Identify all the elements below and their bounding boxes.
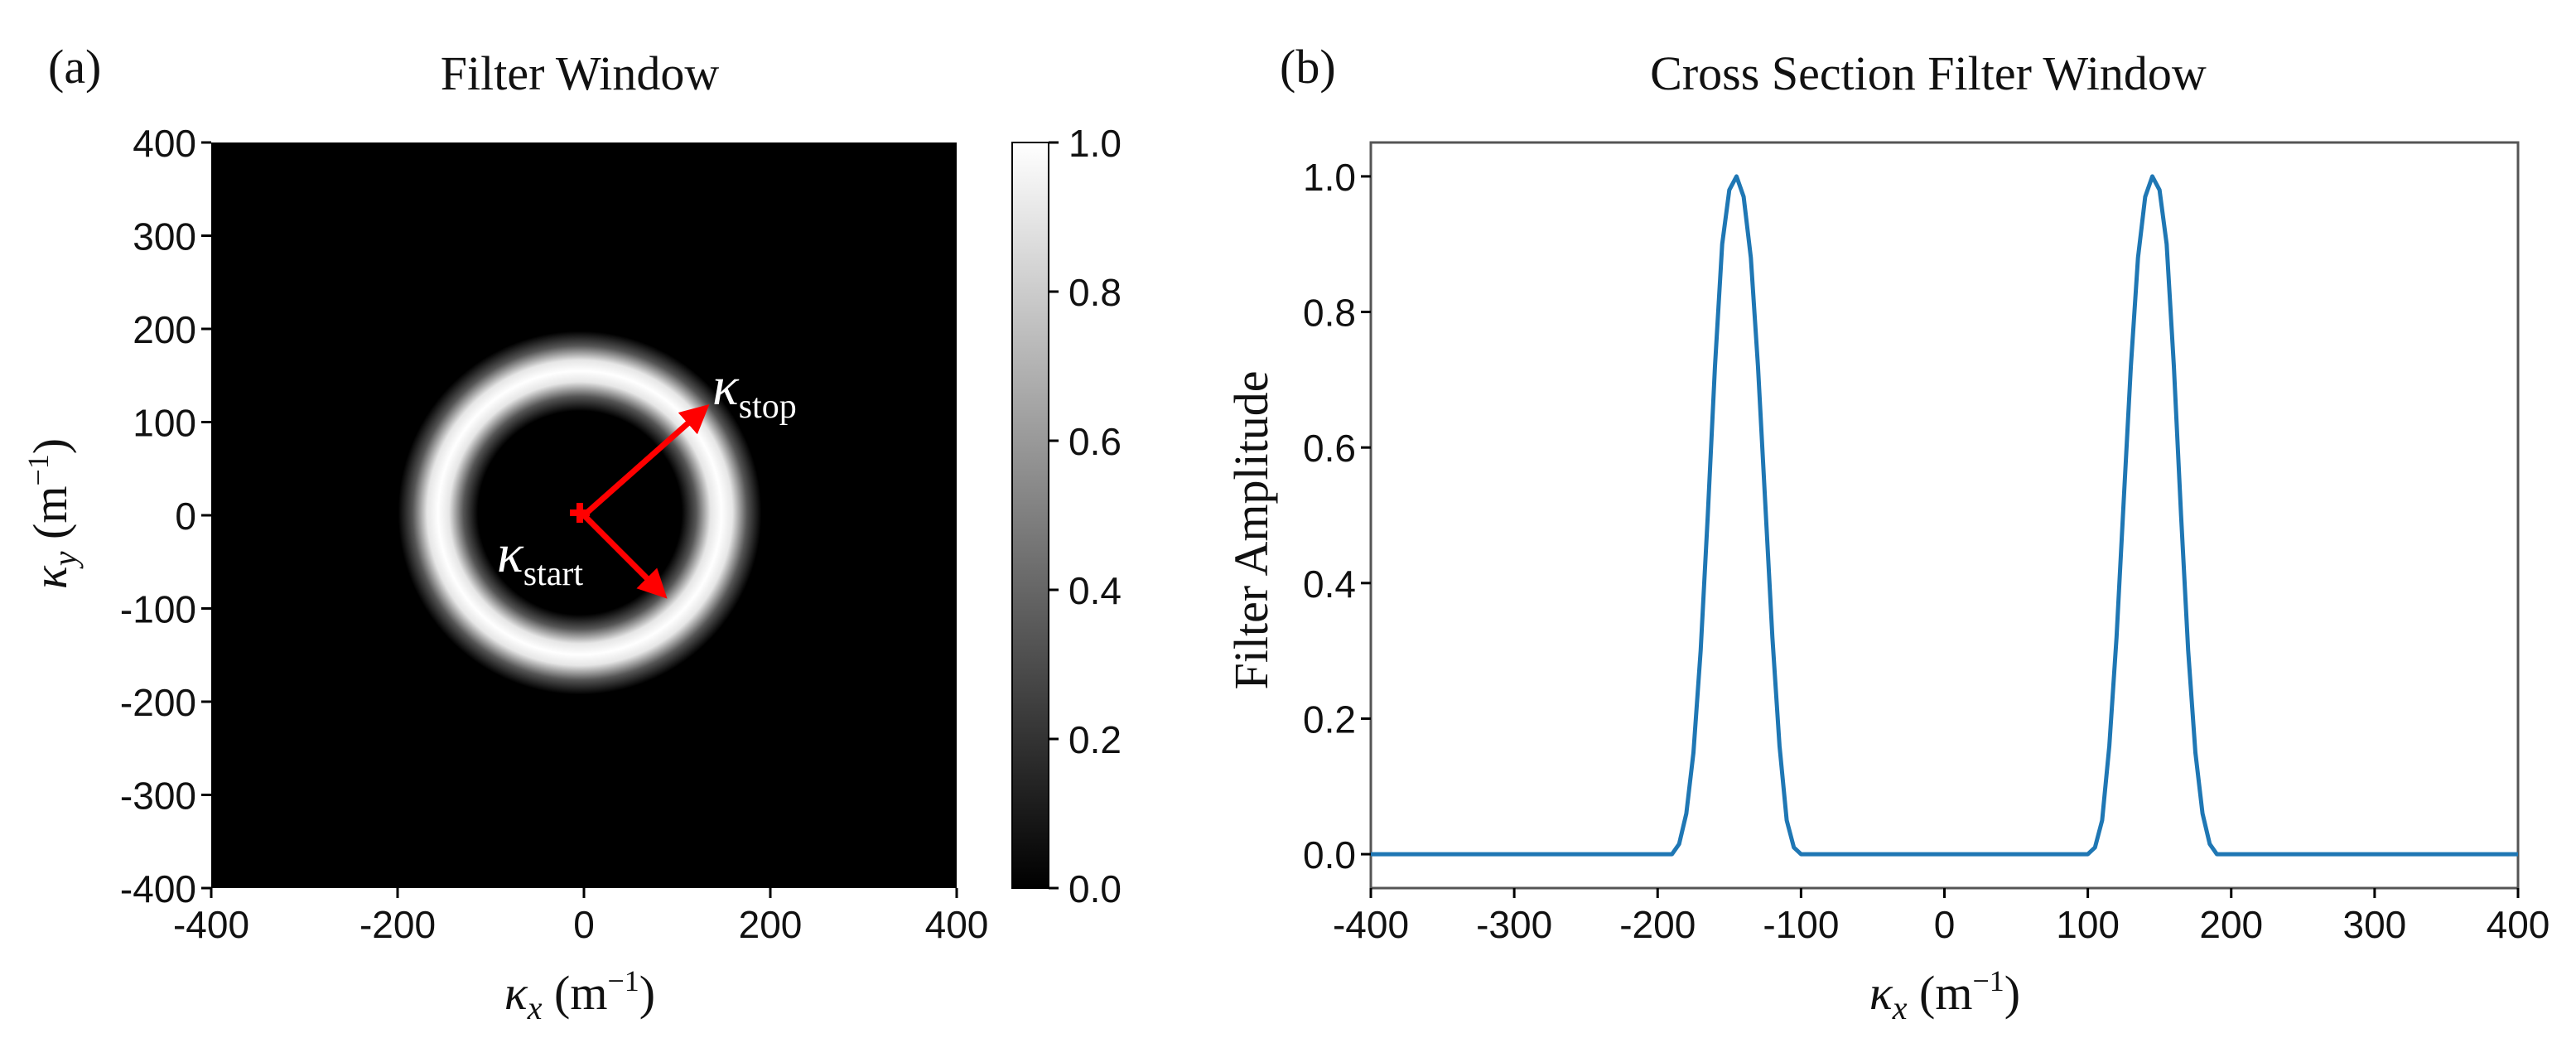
line-y-tick-label: 0.0	[1303, 833, 1356, 876]
heatmap-y-tick-label: 100	[133, 402, 196, 445]
colorbar-tick-label: 0.8	[1069, 271, 1122, 314]
kappa-start-sub: start	[523, 555, 584, 593]
heatmap-xlabel-close: )	[639, 966, 655, 1020]
colorbar: 1.0 0.8 0.6 0.4 0.2 0.0	[1011, 122, 1122, 910]
line-y-tick-label: 0.4	[1303, 563, 1356, 606]
heatmap-xlabel-symbol: κ	[504, 966, 528, 1020]
line-y-tick-label: 0.2	[1303, 698, 1356, 741]
heatmap-title: Filter Window	[441, 46, 720, 100]
heatmap-y-tick-label: -400	[120, 867, 196, 910]
line-xlabel-unit: (m	[1908, 966, 1973, 1020]
heatmap-y-tick-label: 300	[133, 215, 196, 258]
line-xlabel-close: )	[2004, 966, 2020, 1020]
heatmap-x-tick-label: 400	[925, 903, 989, 946]
heatmap-y-tick-label: 200	[133, 308, 196, 351]
colorbar-gradient	[1011, 142, 1049, 889]
kappa-start-arrow	[581, 513, 668, 599]
heatmap-xlabel: κx (m−1)	[504, 964, 655, 1026]
colorbar-tick-label: 0.2	[1069, 718, 1122, 761]
line-plot-frame	[1369, 141, 2520, 890]
panel-a-heatmap: Filter Window 400 300 200 100 0 -100 -200 -300 -…	[22, 46, 988, 1026]
line-x-tick-label: -400	[1333, 903, 1409, 946]
line-ylabel: Filter Amplitude	[1224, 370, 1278, 689]
heatmap-x-tick-label: 0	[573, 903, 595, 946]
line-y-tick-label: 0.8	[1303, 292, 1356, 335]
colorbar-tick-label: 0.6	[1069, 420, 1122, 463]
heatmap-ylabel: κy (m−1)	[22, 438, 84, 589]
line-x-tick-label: 100	[2056, 903, 2120, 946]
colorbar-tick-label: 1.0	[1069, 122, 1122, 165]
heatmap-x-tick-label: -400	[173, 903, 249, 946]
colorbar-tick-label: 0.0	[1069, 867, 1122, 910]
line-y-ticks: 1.0 0.8 0.6 0.4 0.2 0.0	[1303, 156, 1371, 876]
line-x-tick-label: -300	[1476, 903, 1552, 946]
line-xlabel: κx (m−1)	[1869, 964, 2020, 1026]
heatmap-y-tick-label: -100	[120, 588, 196, 631]
heatmap-y-tick-label: 0	[175, 495, 196, 538]
heatmap-y-tick-label: 400	[133, 122, 196, 165]
kappa-stop-label: κstop	[712, 356, 797, 426]
heatmap-xlabel-unit: (m	[543, 966, 608, 1020]
heatmap-ylabel-sub: y	[46, 551, 84, 569]
heatmap-y-tick-label: -200	[120, 681, 196, 724]
line-x-tick-label: -200	[1619, 903, 1696, 946]
kappa-start-label: κstart	[497, 524, 583, 593]
heatmap-x-tick-label: 200	[739, 903, 803, 946]
line-x-tick-label: -100	[1763, 903, 1839, 946]
panel-b-line-chart: Cross Section Filter Window 1.0 0.8 0.6 0.4…	[1224, 46, 2549, 1026]
line-x-tick-label: 300	[2343, 903, 2407, 946]
heatmap-y-tick-label: -300	[120, 775, 196, 818]
line-x-tick-label: 400	[2487, 903, 2550, 946]
line-x-ticks: -400 -300 -200 -100 0 100 200 300 400	[1333, 888, 2549, 946]
kappa-stop-sub: stop	[739, 388, 797, 426]
line-xlabel-symbol: κ	[1869, 966, 1893, 1020]
heatmap-xlabel-sup: −1	[607, 964, 639, 997]
line-y-tick-label: 0.6	[1303, 427, 1356, 470]
kappa-start-symbol: κ	[497, 524, 524, 584]
kappa-stop-arrow	[581, 403, 710, 518]
heatmap-x-tick-label: -200	[359, 903, 436, 946]
colorbar-tick-label: 0.4	[1069, 569, 1122, 612]
line-title: Cross Section Filter Window	[1650, 46, 2207, 100]
panel-b-label: (b)	[1280, 40, 1336, 94]
heatmap-ylabel-sup: −1	[22, 454, 55, 485]
heatmap-xlabel-sub: x	[527, 989, 543, 1026]
line-y-tick-label: 1.0	[1303, 156, 1356, 199]
heatmap-ylabel-close: )	[23, 438, 77, 454]
colorbar-ticks: 1.0 0.8 0.6 0.4 0.2 0.0	[1049, 122, 1122, 910]
center-cross-icon	[570, 503, 590, 523]
kappa-stop-symbol: κ	[712, 356, 740, 417]
line-xlabel-sup: −1	[1972, 964, 2004, 997]
line-xlabel-sub: x	[1892, 989, 1908, 1026]
heatmap-ylabel-symbol: κ	[23, 565, 77, 589]
cross-section-series-line	[1371, 174, 2518, 857]
panel-a-label: (a)	[48, 40, 101, 94]
heatmap-ylabel-unit: (m	[23, 486, 77, 552]
heatmap-x-ticks: -400 -200 0 200 400	[173, 888, 988, 946]
line-x-tick-label: 200	[2199, 903, 2263, 946]
heatmap-y-ticks: 400 300 200 100 0 -100 -200 -300 -400	[120, 122, 211, 910]
line-x-tick-label: 0	[1934, 903, 1956, 946]
